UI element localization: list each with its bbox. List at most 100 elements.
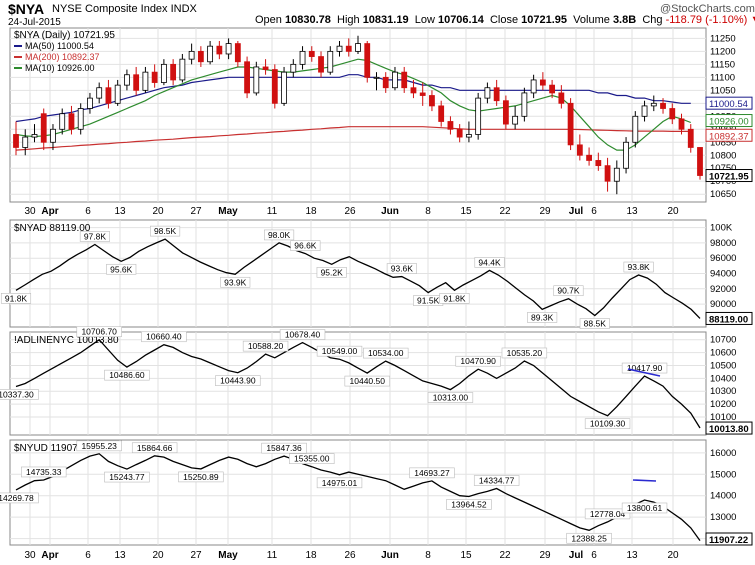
bottom-xtick-label: 13 — [626, 550, 638, 561]
data-label: 14735.33 — [26, 467, 62, 477]
data-label: 10109.30 — [590, 419, 626, 429]
candle-body — [22, 136, 29, 148]
candle-body — [576, 144, 583, 156]
candle-body — [364, 43, 371, 78]
candle-body — [512, 115, 519, 125]
ytick-label-3: 14000 — [710, 491, 736, 502]
chg-label: Chg — [642, 14, 663, 26]
data-label: 15864.66 — [137, 443, 173, 453]
data-label: 95.2K — [321, 267, 344, 277]
data-label-box — [621, 502, 668, 514]
ytick-label-3: 13000 — [710, 512, 736, 523]
top-xtick-label: 30 — [24, 206, 36, 217]
data-label: 10678.40 — [285, 330, 321, 340]
candle-body — [586, 154, 592, 161]
last-value-1: 88119.00 — [709, 314, 748, 325]
candle-body — [502, 100, 509, 125]
candle-body — [613, 167, 620, 182]
panel-title-2: !ADLINENYC 10013.80 — [14, 335, 119, 346]
candle-body — [493, 87, 500, 102]
candle-body — [687, 128, 694, 148]
ytick-label-2: 10400 — [710, 373, 736, 384]
candle-body — [678, 118, 685, 130]
data-label: 12388.25 — [571, 533, 607, 543]
data-label-box — [427, 392, 474, 403]
candle-body — [373, 76, 380, 79]
data-label: 15250.89 — [183, 472, 219, 482]
data-label-box — [178, 471, 224, 483]
price-ytick-label: 11150 — [710, 59, 735, 70]
data-label: 93.8K — [628, 262, 651, 272]
data-label: 10443.90 — [220, 376, 256, 386]
last-badge-2 — [705, 421, 753, 435]
candle-body — [549, 84, 556, 94]
data-label-box — [316, 267, 347, 278]
bottom-xtick-label: May — [218, 550, 238, 561]
data-label: 97.8K — [84, 231, 107, 241]
data-label-box — [566, 532, 612, 544]
ytick-label-3: 15000 — [710, 469, 736, 480]
data-label-box — [363, 347, 409, 359]
ytick-label-1: 96000 — [710, 253, 736, 264]
bottom-xtick-label: 18 — [305, 550, 317, 561]
candle-body — [456, 128, 463, 138]
candle-body — [50, 128, 56, 143]
data-label: 14693.27 — [414, 468, 450, 478]
ytick-label-2: 10600 — [710, 348, 736, 359]
candle-body — [299, 50, 306, 65]
data-label: 94.4K — [478, 257, 501, 267]
ytick-label-2: 10700 — [710, 335, 736, 346]
data-label: 91.8K — [5, 293, 28, 303]
candle-body — [697, 147, 703, 176]
data-label: 15355.00 — [294, 454, 330, 464]
ytick-label-1: 90000 — [710, 299, 736, 310]
top-xtick-label: 20 — [667, 206, 679, 217]
data-label: 10660.40 — [146, 332, 182, 342]
top-xtick-label: 18 — [305, 206, 317, 217]
top-xtick-label: Jun — [381, 206, 399, 217]
data-label-box — [446, 499, 492, 510]
bottom-xtick-label: 13 — [114, 550, 126, 561]
data-label-box — [104, 471, 150, 483]
bottom-xtick-label: Apr — [41, 550, 58, 561]
high-label: High — [337, 14, 360, 26]
price-last-value: 10926.00 — [709, 117, 749, 128]
bottom-xtick-label: 6 — [85, 550, 91, 561]
ytick-label-1: 100K — [710, 223, 733, 234]
series-line-1 — [15, 238, 701, 319]
data-label: 95.6K — [110, 264, 133, 274]
bottom-xtick-label: 15 — [460, 550, 472, 561]
candle-body — [40, 113, 47, 143]
data-label-box — [584, 418, 631, 429]
candle-body — [77, 108, 84, 130]
data-label-box — [439, 293, 470, 304]
data-label-box — [0, 293, 32, 304]
price-ytick-label: 10850 — [710, 137, 736, 148]
data-label: 90.7K — [557, 286, 580, 296]
candle-body — [595, 160, 602, 167]
candle-body — [530, 79, 537, 94]
data-label-box — [0, 389, 39, 400]
bottom-xtick-label: 30 — [24, 550, 36, 561]
candle-body — [382, 76, 389, 89]
price-ytick-label: 10650 — [710, 189, 736, 200]
bottom-xtick-label: 20 — [667, 550, 679, 561]
open-value: 10830.78 — [284, 14, 331, 26]
ytick-label-2: 10300 — [710, 386, 736, 397]
top-xtick-label: 11 — [267, 206, 278, 217]
candle-body — [604, 165, 611, 182]
candle-body — [105, 87, 112, 104]
down-arrow-icon: ▼ — [750, 14, 755, 26]
legend-entry-2: MA(10) 10926.00 — [25, 63, 95, 73]
top-xtick-label: 6 — [85, 206, 91, 217]
top-xtick-label: 13 — [626, 206, 638, 217]
data-label-box — [261, 442, 307, 454]
panel-frame-0 — [9, 27, 707, 203]
candle-body — [345, 45, 352, 52]
price-title: $NYA (Daily) 10721.95 — [14, 30, 115, 41]
price-ytick-label: 11250 — [710, 33, 736, 44]
price-last-value: 10721.95 — [709, 172, 749, 183]
candle-body — [429, 95, 435, 107]
data-label: 15243.77 — [109, 472, 145, 482]
